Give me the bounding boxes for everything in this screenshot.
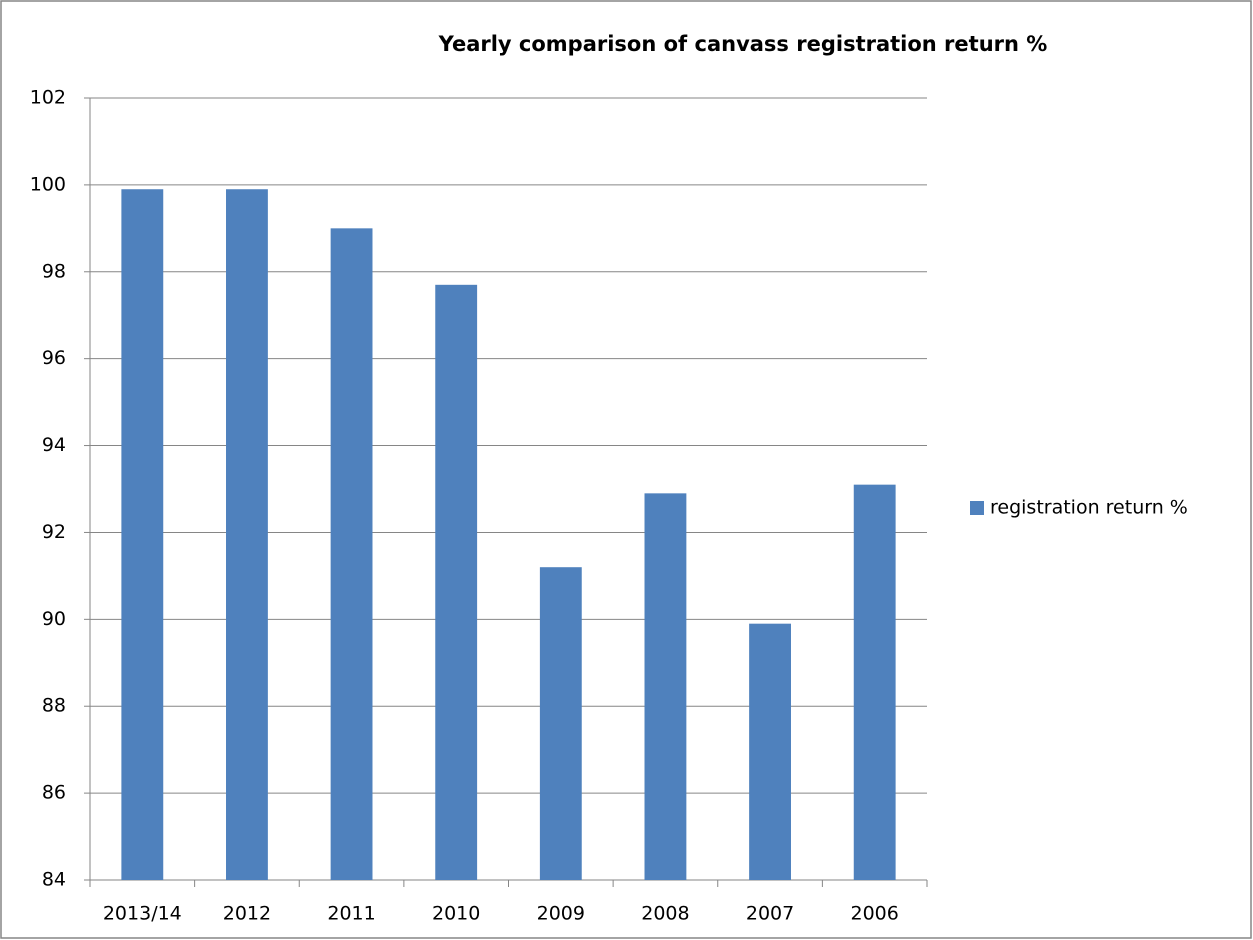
chart-title: Yearly comparison of canvass registratio… bbox=[438, 32, 1048, 56]
bar bbox=[121, 189, 164, 880]
x-tick-label: 2007 bbox=[746, 903, 794, 925]
y-tick-label: 94 bbox=[42, 434, 66, 456]
legend-swatch bbox=[970, 501, 984, 515]
bar bbox=[435, 284, 478, 880]
legend-label: registration return % bbox=[990, 497, 1188, 519]
bar bbox=[330, 228, 373, 881]
x-tick-label: 2009 bbox=[537, 903, 585, 925]
y-tick-label: 88 bbox=[42, 695, 66, 717]
bar bbox=[853, 484, 896, 880]
bar bbox=[539, 567, 582, 880]
x-tick-label: 2011 bbox=[327, 903, 375, 925]
y-tick-label: 98 bbox=[42, 260, 66, 282]
bar bbox=[226, 189, 268, 880]
x-tick-label: 2006 bbox=[851, 903, 899, 925]
y-tick-label: 84 bbox=[42, 869, 66, 891]
y-tick-label: 90 bbox=[42, 608, 66, 630]
bar bbox=[749, 623, 791, 880]
x-tick-label: 2008 bbox=[641, 903, 689, 925]
x-tick-label: 2013/14 bbox=[103, 903, 182, 925]
x-tick-label: 2012 bbox=[223, 903, 271, 925]
y-tick-label: 86 bbox=[42, 782, 66, 804]
y-tick-label: 100 bbox=[30, 173, 66, 195]
y-tick-label: 92 bbox=[42, 521, 66, 543]
y-tick-label: 102 bbox=[30, 87, 66, 109]
bar bbox=[644, 493, 687, 880]
y-tick-label: 96 bbox=[42, 347, 66, 369]
x-tick-label: 2010 bbox=[432, 903, 480, 925]
